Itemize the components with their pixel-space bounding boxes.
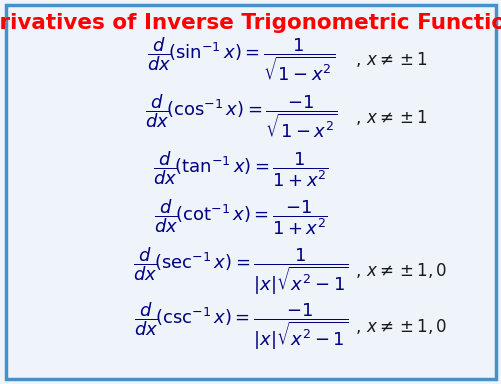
Text: $\dfrac{d}{dx}\!\left(\sec^{-1} x\right) = \dfrac{1}{|x|\sqrt{x^2-1}}$: $\dfrac{d}{dx}\!\left(\sec^{-1} x\right)… — [133, 245, 348, 296]
Text: $\dfrac{d}{dx}\!\left(\tan^{-1} x\right) = \dfrac{1}{1+x^2}$: $\dfrac{d}{dx}\!\left(\tan^{-1} x\right)… — [153, 149, 328, 189]
Text: Derivatives of Inverse Trigonometric Functions: Derivatives of Inverse Trigonometric Fun… — [0, 13, 501, 33]
FancyBboxPatch shape — [6, 5, 495, 379]
Text: $,\, x \neq \pm 1, 0$: $,\, x \neq \pm 1, 0$ — [355, 261, 447, 280]
Text: $,\, x \neq \pm 1, 0$: $,\, x \neq \pm 1, 0$ — [355, 317, 447, 336]
Text: $\dfrac{d}{dx}\!\left(\sin^{-1} x\right) = \dfrac{1}{\sqrt{1-x^2}}$: $\dfrac{d}{dx}\!\left(\sin^{-1} x\right)… — [146, 35, 335, 84]
Text: $,\, x \neq \pm 1$: $,\, x \neq \pm 1$ — [354, 108, 427, 127]
Text: $\dfrac{d}{dx}\!\left(\cos^{-1} x\right) = \dfrac{-1}{\sqrt{1-x^2}}$: $\dfrac{d}{dx}\!\left(\cos^{-1} x\right)… — [144, 93, 337, 141]
Text: $\dfrac{d}{dx}\!\left(\cot^{-1} x\right) = \dfrac{-1}{1+x^2}$: $\dfrac{d}{dx}\!\left(\cot^{-1} x\right)… — [154, 197, 327, 237]
Text: $,\, x \neq \pm 1$: $,\, x \neq \pm 1$ — [354, 50, 427, 69]
Text: $\dfrac{d}{dx}\!\left(\csc^{-1} x\right) = \dfrac{-1}{|x|\sqrt{x^2-1}}$: $\dfrac{d}{dx}\!\left(\csc^{-1} x\right)… — [133, 301, 348, 352]
